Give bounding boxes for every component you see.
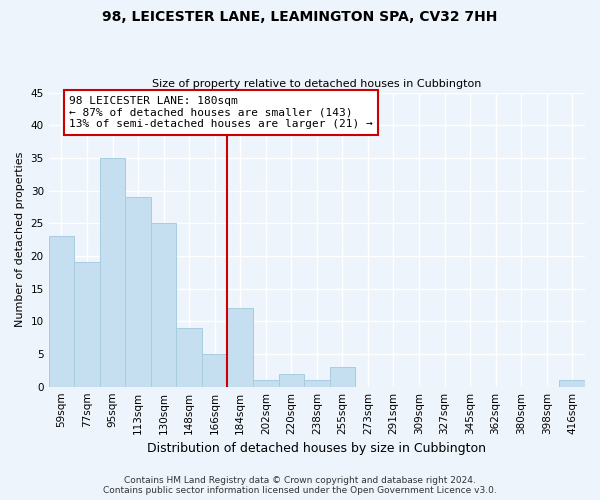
Text: 98, LEICESTER LANE, LEAMINGTON SPA, CV32 7HH: 98, LEICESTER LANE, LEAMINGTON SPA, CV32… bbox=[103, 10, 497, 24]
Bar bbox=[304, 380, 329, 386]
Bar bbox=[278, 374, 304, 386]
Title: Size of property relative to detached houses in Cubbington: Size of property relative to detached ho… bbox=[152, 79, 482, 89]
Text: Contains HM Land Registry data © Crown copyright and database right 2024.
Contai: Contains HM Land Registry data © Crown c… bbox=[103, 476, 497, 495]
Bar bbox=[151, 224, 176, 386]
Bar bbox=[227, 308, 253, 386]
Bar bbox=[202, 354, 227, 386]
Bar bbox=[329, 367, 355, 386]
Bar bbox=[74, 262, 100, 386]
X-axis label: Distribution of detached houses by size in Cubbington: Distribution of detached houses by size … bbox=[148, 442, 487, 455]
Bar bbox=[49, 236, 74, 386]
Bar bbox=[176, 328, 202, 386]
Y-axis label: Number of detached properties: Number of detached properties bbox=[15, 152, 25, 328]
Bar bbox=[125, 197, 151, 386]
Text: 98 LEICESTER LANE: 180sqm
← 87% of detached houses are smaller (143)
13% of semi: 98 LEICESTER LANE: 180sqm ← 87% of detac… bbox=[69, 96, 373, 129]
Bar bbox=[253, 380, 278, 386]
Bar bbox=[559, 380, 585, 386]
Bar bbox=[100, 158, 125, 386]
